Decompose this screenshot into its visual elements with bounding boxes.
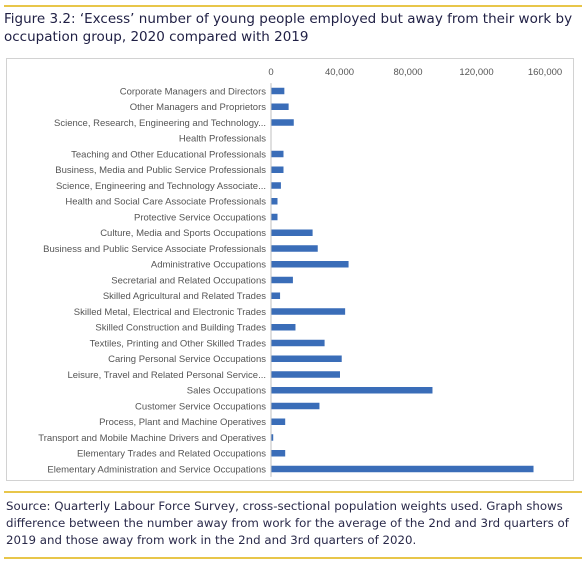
bar <box>271 213 278 221</box>
category-label: Caring Personal Service Occupations <box>108 354 266 365</box>
category-label: Textiles, Printing and Other Skilled Tra… <box>90 338 267 349</box>
category-label: Business, Media and Public Service Profe… <box>55 165 266 176</box>
bottom-rule <box>4 557 582 559</box>
category-label: Corporate Managers and Directors <box>120 86 267 97</box>
category-label: Sales Occupations <box>187 386 266 397</box>
bar <box>271 402 320 410</box>
bar <box>271 324 296 331</box>
bar <box>271 150 284 158</box>
bar <box>271 245 318 252</box>
category-label: Transport and Mobile Machine Drivers and… <box>38 433 266 444</box>
category-label: Skilled Agricultural and Related Trades <box>103 291 266 302</box>
x-tick-label: 80,000 <box>393 67 422 78</box>
bar <box>271 103 289 110</box>
category-label: Health and Social Care Associate Profess… <box>65 197 266 208</box>
category-label: Elementary Trades and Related Occupation… <box>77 449 266 460</box>
bar <box>271 182 281 189</box>
category-label: Process, Plant and Machine Operatives <box>99 417 266 428</box>
x-tick-label: 160,000 <box>528 67 562 78</box>
source-note: Source: Quarterly Labour Force Survey, c… <box>6 499 569 547</box>
category-label: Customer Service Occupations <box>135 401 266 412</box>
bar <box>271 198 278 205</box>
category-label: Science, Research, Engineering and Techn… <box>54 118 266 129</box>
category-label: Teaching and Other Educational Professio… <box>71 149 266 160</box>
category-label: Business and Public Service Associate Pr… <box>43 244 266 255</box>
category-label: Culture, Media and Sports Occupations <box>100 228 266 239</box>
category-label: Other Managers and Proprietors <box>130 102 266 113</box>
category-label: Leisure, Travel and Related Personal Ser… <box>67 370 266 381</box>
bar <box>271 465 534 473</box>
middle-rule <box>4 491 582 493</box>
bar <box>271 355 342 362</box>
bar-chart: 0 40,000 80,000 120,000 160,000 Corporate Man… <box>38 67 562 477</box>
bar <box>271 292 281 299</box>
bar <box>271 308 346 315</box>
x-tick-label: 0 <box>268 67 273 78</box>
category-label: Skilled Metal, Electrical and Electronic… <box>74 307 266 318</box>
bar <box>271 339 325 347</box>
bar <box>271 87 285 95</box>
bar <box>271 450 286 457</box>
category-label: Administrative Occupations <box>151 260 266 271</box>
figure-title: Figure 3.2: ‘Excess’ number of young peo… <box>4 11 573 45</box>
category-label: Protective Service Occupations <box>134 212 266 223</box>
chart-container: 0 40,000 80,000 120,000 160,000 Corporate Man… <box>6 58 574 481</box>
bar <box>271 371 340 378</box>
x-tick-label: 40,000 <box>325 67 354 78</box>
category-label: Secretarial and Related Occupations <box>111 275 266 286</box>
bar <box>271 276 293 284</box>
bar <box>271 261 349 268</box>
bar <box>271 418 286 425</box>
bar <box>271 229 313 236</box>
category-label: Elementary Administration and Service Oc… <box>47 464 266 475</box>
top-rule <box>4 5 582 7</box>
category-label: Skilled Construction and Building Trades <box>95 323 266 334</box>
bar <box>271 387 433 394</box>
bar <box>271 434 274 441</box>
category-label: Health Professionals <box>179 134 266 145</box>
bar <box>271 119 294 126</box>
x-tick-label: 120,000 <box>459 67 493 78</box>
bar <box>271 166 284 173</box>
category-label: Science, Engineering and Technology Asso… <box>56 181 266 192</box>
